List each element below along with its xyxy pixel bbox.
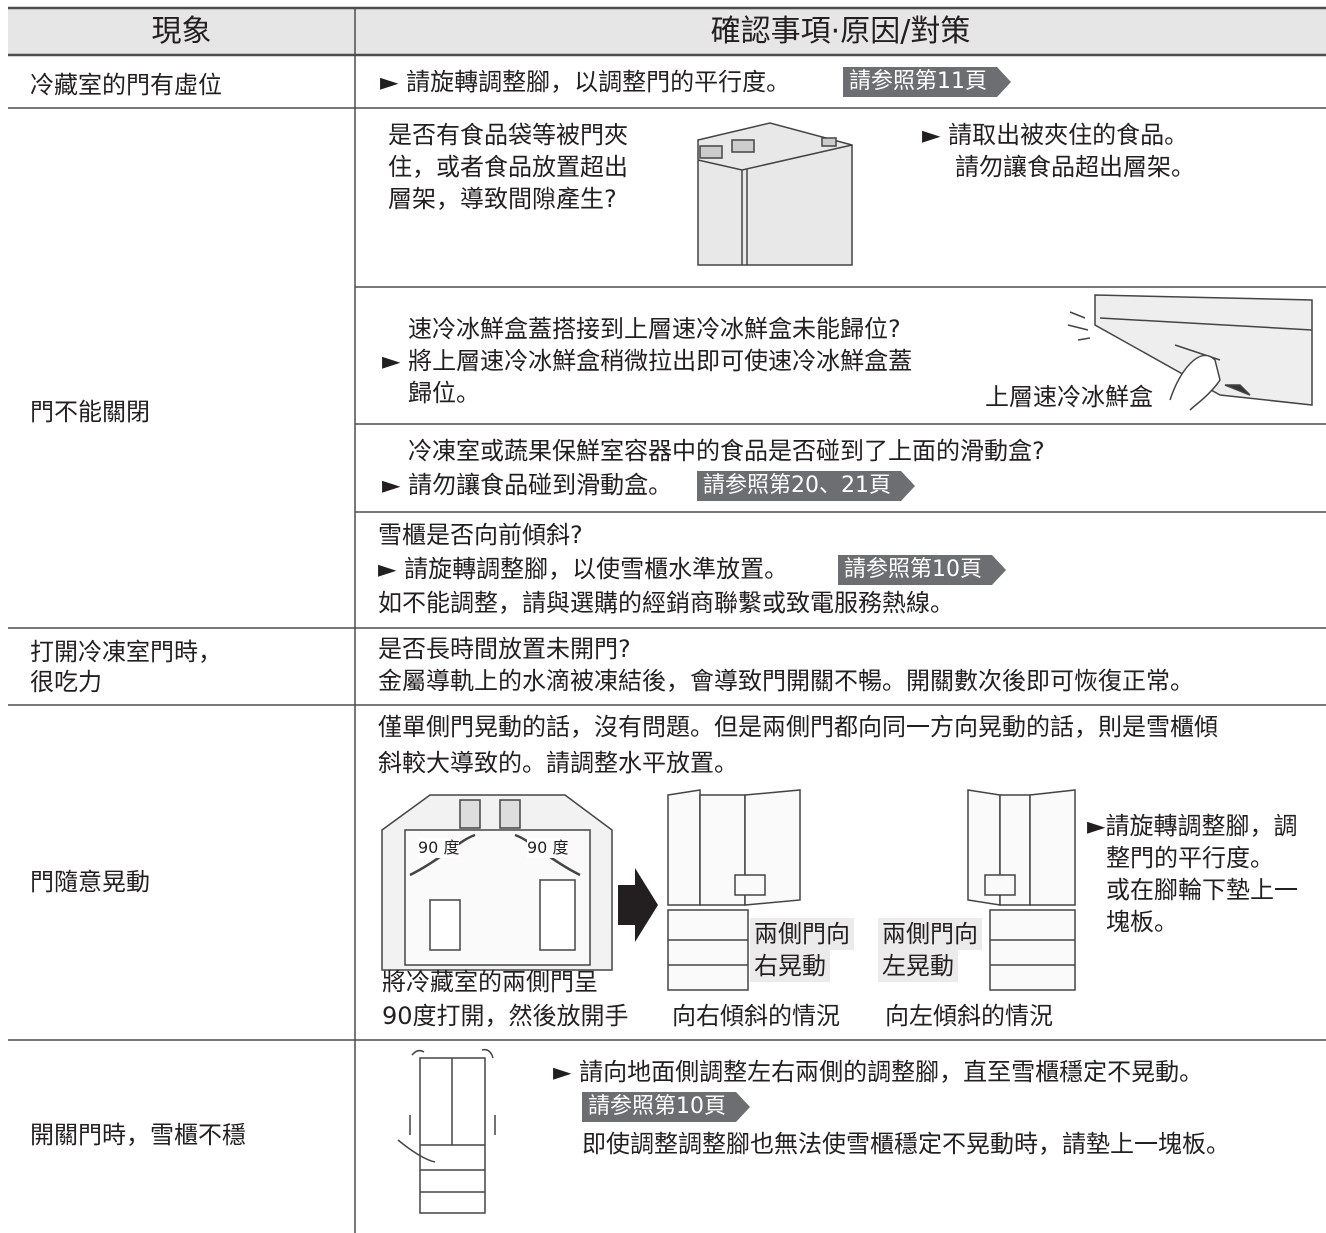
action: 整門的平行度。 [1106, 844, 1274, 872]
question: 住，或者食品放置超出 [388, 153, 628, 181]
question: 冷凍室或蔬果保鮮室容器中的食品是否碰到了上面的滑動盒? [408, 437, 1045, 465]
note: 即使調整調整腳也無法使雪櫃穩定不晃動時，請墊上一塊板。 [582, 1130, 1230, 1158]
figure-label: 右晃動 [750, 950, 830, 982]
action: 請勿讓食品超出層架。 [955, 153, 1195, 181]
question: 層架，導致間隙產生? [388, 185, 617, 213]
question: 雪櫃是否向前傾斜? [378, 521, 583, 549]
figure-label: 左晃動 [878, 950, 958, 982]
action: ► 請勿讓食品碰到滑動盒。 [382, 471, 673, 499]
symptom: 門不能關閉 [30, 398, 150, 426]
figure-caption: 向左傾斜的情況 [885, 1002, 1053, 1030]
reference[interactable]: 請参照第11頁 [843, 67, 1011, 97]
reference[interactable]: 請参照第10頁 [838, 555, 1006, 585]
arrow [618, 868, 658, 942]
symptom: 開關門時，雪櫃不穩 [30, 1121, 246, 1149]
action: ► 請旋轉調整腳，以使雪櫃水準放置。 [378, 555, 789, 583]
angle-label: 90 度 [527, 838, 569, 858]
question: 是否有食品袋等被門夾 [388, 121, 628, 149]
symptom: 冷藏室的門有虛位 [30, 71, 222, 99]
answer: 金屬導軌上的水滴被凍結後，會導致門開關不暢。開關數次後即可恢復正常。 [378, 667, 1194, 695]
symptom: 打開冷凍室門時， [30, 638, 222, 666]
question: 是否長時間放置未開門? [378, 635, 631, 663]
figure-caption: 向右傾斜的情況 [672, 1002, 840, 1030]
action: 歸位。 [408, 379, 480, 407]
question: 速冷冰鮮盒蓋搭接到上層速冷冰鮮盒未能歸位? [408, 315, 901, 343]
reference[interactable]: 請参照第10頁 [582, 1092, 750, 1122]
action: ► 請取出被夾住的食品。 [922, 121, 1189, 149]
figure-caption: 將冷藏室的兩側門呈 [382, 968, 598, 996]
figure-label: 兩側門向 [878, 918, 982, 950]
figure-label: 兩側門向 [750, 918, 854, 950]
symptom: 門隨意晃動 [30, 868, 150, 896]
answer: 斜較大導致的。請調整水平放置。 [378, 749, 738, 777]
symptom: 很吃力 [30, 668, 102, 696]
answer: 僅單側門晃動的話，沒有問題。但是兩側門都向同一方向晃動的話，則是雪櫃傾 [378, 713, 1218, 741]
action: 塊板。 [1106, 908, 1178, 936]
action: ► 請旋轉調整腳，以調整門的平行度。 [380, 68, 791, 96]
angle-label: 90 度 [418, 838, 460, 858]
action: 或在腳輪下墊上一 [1106, 876, 1298, 904]
header-symptom: 現象 [151, 14, 212, 49]
note: 如不能調整，請與選購的經銷商聯繫或致電服務熱線。 [378, 589, 954, 617]
reference[interactable]: 請参照第20、21頁 [697, 471, 915, 501]
figure-caption: 90度打開，然後放開手 [382, 1002, 629, 1030]
action: ►請旋轉調整腳，調 [1087, 812, 1298, 840]
action: ► 將上層速冷冰鮮盒稍微拉出即可使速冷冰鮮盒蓋 [382, 347, 913, 375]
action: ► 請向地面側調整左右兩側的調整腳，直至雪櫃穩定不晃動。 [553, 1058, 1204, 1086]
header-check: 確認事項·原因/對策 [710, 14, 971, 49]
figure-label: 上層速冷冰鮮盒 [985, 382, 1153, 412]
